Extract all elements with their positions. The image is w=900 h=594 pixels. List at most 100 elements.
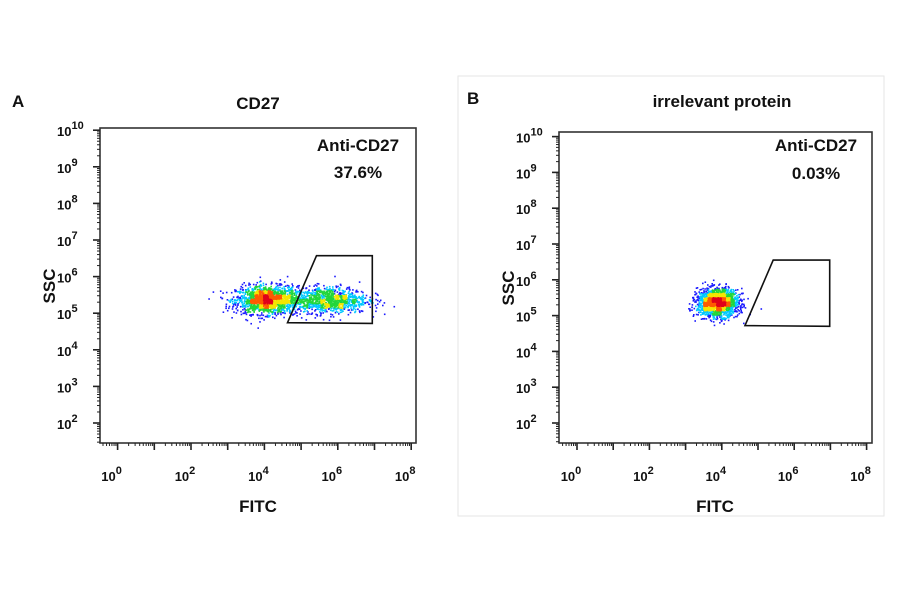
event-dot: [243, 294, 245, 297]
event-dot: [309, 296, 312, 299]
event-dot: [237, 295, 239, 298]
event-dot: [275, 298, 278, 301]
event-dot: [726, 304, 728, 307]
event-dot: [335, 308, 338, 310]
event-dot: [716, 300, 718, 303]
event-dot: [326, 306, 328, 309]
event-dot: [721, 288, 724, 291]
event-dot: [709, 297, 711, 299]
event-dot: [349, 305, 352, 307]
event-dot: [300, 301, 302, 304]
event-dot: [712, 285, 714, 287]
event-dot: [707, 307, 709, 309]
event-dot: [269, 296, 271, 299]
event-dot: [251, 288, 254, 290]
event-dot: [339, 309, 342, 311]
event-dot: [297, 287, 300, 289]
event-dot: [255, 307, 258, 309]
event-dot: [278, 283, 281, 285]
event-dot: [711, 289, 714, 291]
event-dot: [279, 289, 281, 291]
event-dot: [241, 297, 243, 300]
event-dot: [736, 298, 738, 301]
event-dot: [346, 300, 348, 303]
event-dot: [727, 309, 729, 311]
gate-polygon[interactable]: [743, 259, 831, 328]
event-dot: [352, 302, 354, 305]
y-tick-label: 107: [57, 230, 78, 249]
event-dot: [275, 299, 278, 302]
event-dot: [350, 300, 353, 302]
x-tick-label: 102: [633, 465, 654, 484]
event-dot: [308, 285, 311, 287]
event-dot: [277, 304, 279, 307]
event-dot: [270, 295, 273, 298]
event-dot: [284, 307, 286, 309]
event-dot: [713, 300, 716, 303]
event-dot: [290, 286, 293, 289]
event-dot: [337, 296, 339, 298]
event-dot: [228, 305, 231, 308]
event-dot: [291, 283, 293, 285]
event-dot: [277, 309, 280, 312]
event-dot: [735, 297, 738, 300]
event-dot: [288, 297, 291, 300]
event-dot: [293, 292, 296, 295]
event-dot: [337, 301, 339, 304]
event-dot: [276, 302, 278, 305]
event-dot: [700, 303, 703, 305]
event-dot: [369, 306, 371, 308]
event-dot: [298, 300, 301, 302]
event-dot: [337, 307, 339, 309]
x-tick-label: 100: [101, 465, 122, 484]
event-dot: [701, 293, 703, 295]
event-dot: [710, 320, 713, 323]
event-dot: [731, 296, 733, 298]
event-dot: [264, 290, 267, 293]
event-dot: [358, 306, 361, 308]
event-dot: [713, 295, 716, 298]
event-dot: [717, 291, 720, 293]
event-dot: [260, 317, 262, 320]
event-dot: [260, 298, 263, 301]
event-dot: [710, 290, 713, 292]
gate-polygon[interactable]: [286, 254, 374, 325]
event-dot: [278, 295, 280, 298]
event-dot: [344, 301, 347, 303]
event-dot: [266, 309, 269, 312]
event-dot: [263, 287, 265, 289]
event-dot: [703, 307, 705, 309]
event-dot: [707, 292, 710, 294]
event-dot: [696, 303, 699, 306]
event-dot: [256, 281, 259, 284]
event-dot: [740, 305, 742, 307]
event-dot: [300, 310, 302, 312]
event-dot: [720, 307, 722, 310]
event-dot: [252, 297, 255, 299]
event-dot: [300, 293, 302, 295]
panel-b: B irrelevant protein FITC SSC Anti-CD27 …: [467, 89, 873, 516]
event-dot: [725, 312, 728, 315]
event-dot: [724, 301, 727, 304]
event-dot: [302, 311, 305, 313]
event-dot: [729, 290, 731, 293]
event-dot: [715, 295, 717, 298]
event-dot: [295, 312, 297, 314]
event-dot: [261, 298, 264, 300]
event-dot: [250, 314, 252, 316]
event-dot: [697, 314, 699, 316]
event-dot: [358, 310, 361, 312]
event-dot: [338, 304, 340, 306]
event-dot: [259, 289, 261, 292]
event-dot: [707, 293, 709, 296]
event-dot: [341, 298, 344, 301]
event-dot: [353, 305, 355, 308]
event-dot: [723, 299, 726, 302]
event-dot: [253, 300, 255, 302]
event-dot: [732, 306, 734, 308]
event-dot: [257, 289, 259, 291]
event-dot: [298, 284, 300, 287]
event-dot: [275, 291, 278, 294]
event-dot: [355, 297, 357, 299]
event-dot: [369, 299, 372, 302]
